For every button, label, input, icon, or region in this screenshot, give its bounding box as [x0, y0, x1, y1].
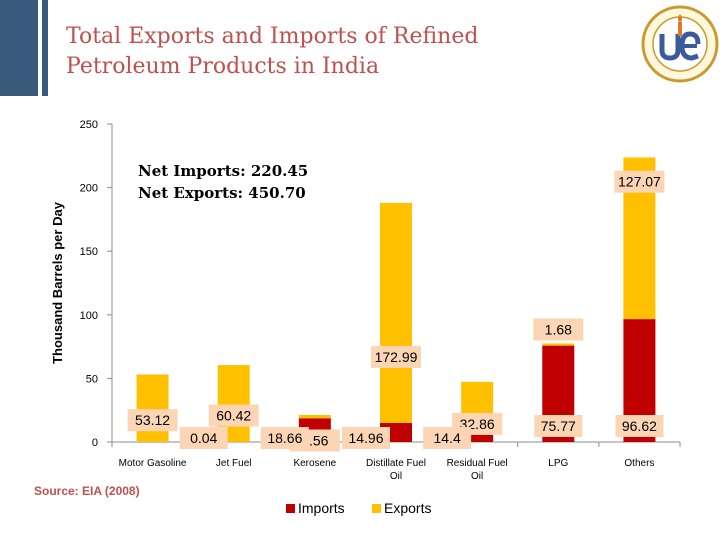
y-tick-label: 0 — [92, 437, 98, 449]
data-label-box — [371, 345, 421, 368]
bar-exports — [380, 202, 412, 423]
x-tick-label: LPG — [548, 458, 568, 469]
data-label-box — [614, 170, 665, 193]
net-annotation: Net Imports: 220.45 Net Exports: 450.70 — [132, 157, 328, 205]
legend-label: Exports — [384, 500, 431, 516]
data-label: 127.07 — [618, 174, 661, 190]
data-label-box — [615, 415, 664, 437]
y-tick-label: 200 — [80, 183, 98, 195]
x-tick-label: Others — [624, 458, 654, 469]
data-label-box — [534, 415, 583, 437]
bar-exports — [542, 343, 575, 346]
data-label-box — [260, 427, 309, 449]
source-note: Source: EIA (2008) — [34, 484, 140, 498]
bar-exports — [298, 415, 331, 419]
data-label: 96.62 — [622, 418, 657, 434]
y-axis: 0 50 100 150 200 250 — [80, 119, 113, 449]
data-label-box — [127, 409, 178, 432]
data-label-box — [533, 318, 584, 341]
annotation-box — [132, 157, 328, 205]
x-tick-label: Residual Fuel Oil — [447, 458, 508, 482]
x-tick-label: Distillate Fuel Oil — [366, 458, 426, 482]
header-accent-stripe — [42, 0, 48, 96]
data-label: 14.96 — [348, 430, 383, 446]
data-label-box — [342, 427, 390, 449]
slide-title: Total Exports and Imports of Refined Pet… — [66, 24, 479, 79]
data-label: 60.42 — [216, 408, 251, 424]
data-label-box — [423, 427, 472, 449]
university-logo-icon — [641, 5, 719, 83]
y-axis-title: Thousand Barrels per Day — [50, 201, 65, 364]
data-label-box — [179, 427, 228, 449]
legend: Imports Exports — [286, 500, 431, 516]
x-tick-label: Kerosene — [293, 458, 336, 469]
x-tick-label: Jet Fuel — [216, 458, 252, 469]
header-accent-bar — [0, 0, 38, 96]
annotation-line: Net Exports: 450.70 — [138, 184, 306, 202]
y-tick-label: 50 — [86, 373, 98, 385]
legend-swatch — [372, 504, 381, 513]
data-label: 18.66 — [267, 430, 302, 446]
data-label: 14.4 — [434, 430, 461, 446]
bar-exports — [136, 374, 169, 442]
y-tick-label: 250 — [80, 119, 98, 131]
data-label: 0.04 — [190, 430, 217, 446]
data-label: 53.12 — [135, 412, 170, 428]
y-tick-label: 150 — [80, 246, 98, 258]
legend-label: Imports — [298, 500, 345, 516]
data-label-box — [208, 404, 259, 427]
data-label: 75.77 — [541, 418, 576, 434]
legend-swatch — [286, 504, 295, 513]
data-labels: 53.12 60.420.04 2.5618.66172.9914.9632.861… — [127, 170, 665, 452]
y-tick-label: 100 — [80, 310, 98, 322]
annotation-line: Net Imports: 220.45 — [138, 162, 308, 180]
data-label: 1.68 — [545, 321, 572, 337]
x-tick-label: Motor Gasoline — [119, 458, 187, 469]
data-label: 172.99 — [375, 349, 418, 365]
